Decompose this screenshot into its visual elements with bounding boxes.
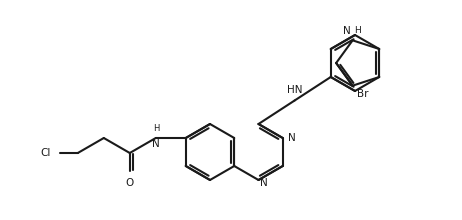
Text: Cl: Cl	[40, 148, 50, 158]
Text: O: O	[126, 178, 134, 188]
Text: H: H	[153, 124, 160, 133]
Text: N: N	[288, 133, 296, 143]
Text: N: N	[261, 178, 268, 188]
Text: N: N	[152, 139, 160, 149]
Text: H: H	[355, 26, 361, 35]
Text: HN: HN	[287, 84, 302, 95]
Text: Br: Br	[357, 89, 368, 99]
Text: N: N	[343, 26, 351, 36]
